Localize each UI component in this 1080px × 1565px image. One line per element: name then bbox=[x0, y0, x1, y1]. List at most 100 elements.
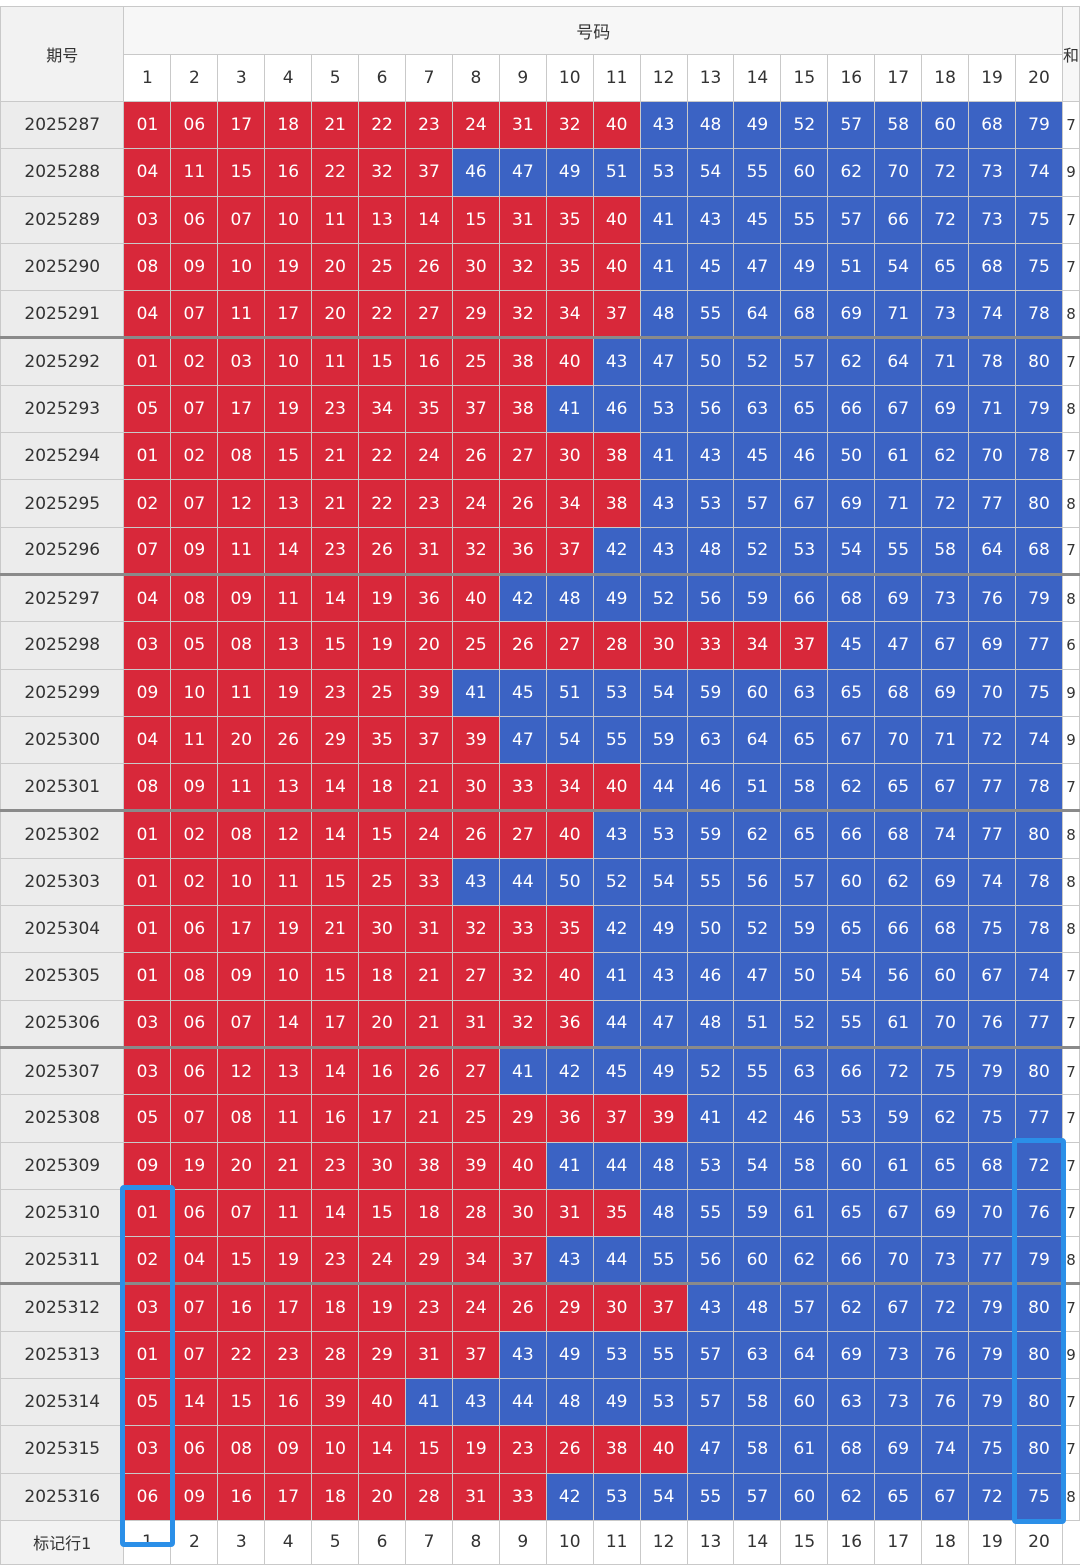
number-cell: 58 bbox=[780, 1141, 829, 1190]
number-cell: 21 bbox=[405, 1094, 453, 1143]
number-cell: 48 bbox=[545, 1378, 594, 1427]
number-cell: 38 bbox=[405, 1141, 453, 1190]
number-cell: 55 bbox=[733, 148, 782, 197]
number-cell: 17 bbox=[264, 1472, 313, 1521]
number-cell: 36 bbox=[545, 1094, 594, 1143]
number-cell: 01 bbox=[123, 336, 172, 386]
number-cell: 17 bbox=[217, 384, 266, 434]
extra-cell: 8 bbox=[1061, 290, 1080, 339]
number-cell: 29 bbox=[545, 1282, 594, 1332]
column-header-16[interactable]: 16 bbox=[827, 54, 876, 102]
number-cell: 74 bbox=[968, 290, 1016, 339]
number-cell: 32 bbox=[358, 148, 407, 197]
number-cell: 30 bbox=[639, 621, 688, 670]
number-cell: 07 bbox=[217, 999, 266, 1048]
footer-column-19[interactable]: 19 bbox=[968, 1519, 1016, 1565]
number-cell: 74 bbox=[1015, 952, 1063, 1001]
number-cell: 28 bbox=[592, 621, 641, 670]
column-header-13[interactable]: 13 bbox=[686, 54, 735, 102]
footer-column-7[interactable]: 7 bbox=[405, 1519, 453, 1565]
number-cell: 07 bbox=[170, 479, 219, 528]
number-cell: 21 bbox=[311, 479, 360, 528]
footer-column-17[interactable]: 17 bbox=[874, 1519, 923, 1565]
number-cell: 66 bbox=[827, 384, 876, 434]
column-header-18[interactable]: 18 bbox=[921, 54, 970, 102]
number-cell: 53 bbox=[639, 809, 688, 859]
column-header-4[interactable]: 4 bbox=[264, 54, 313, 102]
column-header-14[interactable]: 14 bbox=[733, 54, 782, 102]
footer-column-14[interactable]: 14 bbox=[733, 1519, 782, 1565]
number-cell: 67 bbox=[968, 952, 1016, 1001]
footer-column-4[interactable]: 4 bbox=[264, 1519, 313, 1565]
number-cell: 55 bbox=[827, 999, 876, 1048]
number-cell: 70 bbox=[968, 432, 1016, 481]
footer-column-13[interactable]: 13 bbox=[686, 1519, 735, 1565]
number-cell: 32 bbox=[498, 999, 547, 1048]
column-header-10[interactable]: 10 bbox=[545, 54, 594, 102]
period-cell: 2025306 bbox=[0, 999, 125, 1048]
number-cell: 61 bbox=[874, 999, 923, 1048]
extra-column-header[interactable]: 和 bbox=[1061, 6, 1080, 102]
number-cell: 48 bbox=[639, 1188, 688, 1238]
number-cell: 16 bbox=[405, 336, 453, 386]
footer-column-20[interactable]: 20 bbox=[1015, 1519, 1063, 1565]
number-cell: 52 bbox=[686, 1045, 735, 1096]
number-cell: 67 bbox=[921, 1472, 970, 1521]
number-cell: 78 bbox=[1015, 905, 1063, 954]
footer-column-3[interactable]: 3 bbox=[217, 1519, 266, 1565]
number-cell: 64 bbox=[780, 1330, 829, 1380]
number-cell: 27 bbox=[405, 290, 453, 339]
period-column-header[interactable]: 期号 bbox=[0, 6, 125, 102]
footer-column-16[interactable]: 16 bbox=[827, 1519, 876, 1565]
footer-column-6[interactable]: 6 bbox=[358, 1519, 407, 1565]
extra-cell: 8 bbox=[1061, 479, 1080, 528]
column-header-12[interactable]: 12 bbox=[639, 54, 688, 102]
column-header-1[interactable]: 1 bbox=[123, 54, 172, 102]
number-cell: 47 bbox=[874, 621, 923, 670]
number-cell: 06 bbox=[123, 1472, 172, 1521]
number-cell: 15 bbox=[358, 1188, 407, 1238]
number-cell: 14 bbox=[311, 763, 360, 812]
number-cell: 57 bbox=[780, 857, 829, 907]
column-header-20[interactable]: 20 bbox=[1015, 54, 1063, 102]
footer-extra-cell bbox=[1061, 1519, 1080, 1565]
column-header-17[interactable]: 17 bbox=[874, 54, 923, 102]
footer-column-8[interactable]: 8 bbox=[451, 1519, 500, 1565]
footer-column-18[interactable]: 18 bbox=[921, 1519, 970, 1565]
number-cell: 63 bbox=[733, 1330, 782, 1380]
number-cell: 42 bbox=[592, 905, 641, 954]
footer-column-12[interactable]: 12 bbox=[639, 1519, 688, 1565]
draw-row: 2025289 03 06 07 10 11 13 14 15 31 35 40 41 43 45 55 57 6… bbox=[0, 195, 1080, 244]
column-header-2[interactable]: 2 bbox=[170, 54, 219, 102]
column-header-3[interactable]: 3 bbox=[217, 54, 266, 102]
column-header-5[interactable]: 5 bbox=[311, 54, 360, 102]
number-cell: 04 bbox=[123, 290, 172, 339]
number-cell: 24 bbox=[451, 479, 500, 528]
number-cell: 77 bbox=[968, 1236, 1016, 1285]
number-cell: 58 bbox=[921, 526, 970, 575]
column-header-11[interactable]: 11 bbox=[592, 54, 641, 102]
footer-column-5[interactable]: 5 bbox=[311, 1519, 360, 1565]
footer-column-11[interactable]: 11 bbox=[592, 1519, 641, 1565]
number-cell: 43 bbox=[451, 1378, 500, 1427]
footer-column-9[interactable]: 9 bbox=[498, 1519, 547, 1565]
column-header-19[interactable]: 19 bbox=[968, 54, 1016, 102]
footer-column-2[interactable]: 2 bbox=[170, 1519, 219, 1565]
column-header-7[interactable]: 7 bbox=[405, 54, 453, 102]
number-cell: 55 bbox=[780, 195, 829, 244]
column-header-6[interactable]: 6 bbox=[358, 54, 407, 102]
number-cell: 07 bbox=[123, 526, 172, 575]
footer-mark-label[interactable]: 标记行1 bbox=[0, 1519, 125, 1565]
number-cell: 65 bbox=[921, 242, 970, 292]
footer-column-1[interactable]: 1 bbox=[123, 1519, 172, 1565]
footer-column-10[interactable]: 10 bbox=[545, 1519, 594, 1565]
header-group-row: 期号 号码 和 bbox=[0, 6, 1080, 102]
number-cell: 22 bbox=[358, 479, 407, 528]
period-cell: 2025300 bbox=[0, 715, 125, 765]
column-header-8[interactable]: 8 bbox=[451, 54, 500, 102]
number-cell: 23 bbox=[405, 479, 453, 528]
column-header-15[interactable]: 15 bbox=[780, 54, 829, 102]
number-cell: 43 bbox=[545, 1236, 594, 1285]
column-header-9[interactable]: 9 bbox=[498, 54, 547, 102]
footer-column-15[interactable]: 15 bbox=[780, 1519, 829, 1565]
